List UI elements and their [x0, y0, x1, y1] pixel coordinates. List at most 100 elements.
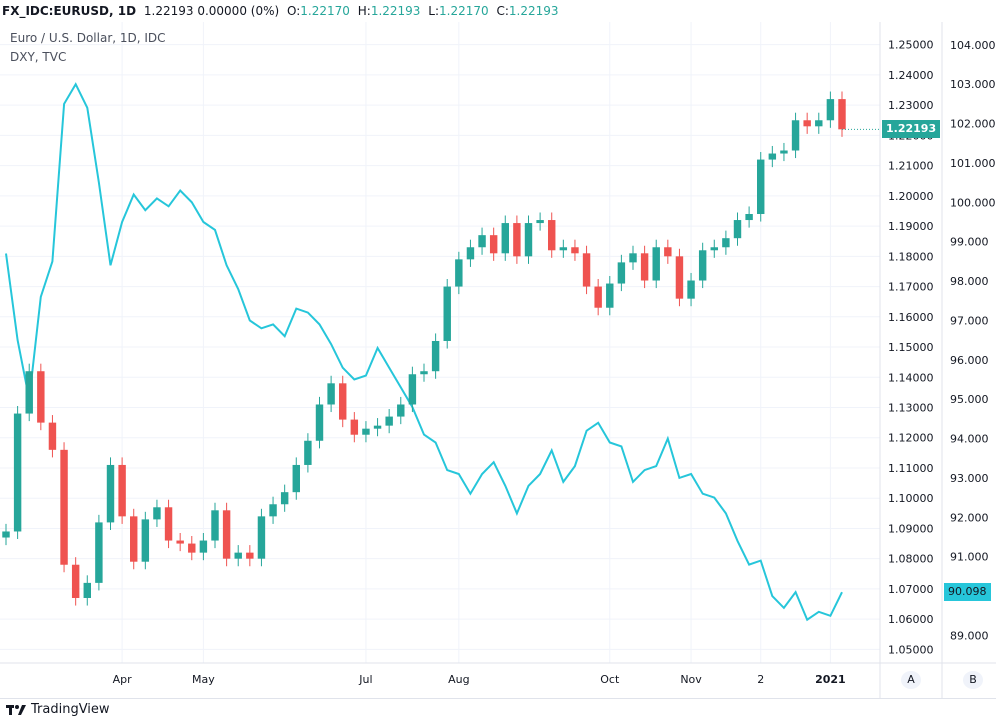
candle — [722, 230, 730, 255]
chart-grid — [0, 22, 880, 663]
candle — [745, 206, 753, 228]
candle-body — [83, 582, 91, 598]
scale-b-button[interactable]: B — [963, 671, 983, 689]
candle — [106, 457, 115, 530]
candle — [838, 91, 846, 137]
candle-body — [280, 492, 289, 505]
candle — [37, 363, 45, 431]
time-tick-label: 2 — [757, 673, 764, 686]
price-tick-label: 1.21000 — [888, 160, 934, 173]
price-tick-label: 1.14000 — [888, 371, 934, 384]
price-tick-label: 1.13000 — [888, 402, 934, 415]
candle-body — [408, 374, 417, 405]
candle — [269, 496, 277, 524]
price-chart[interactable]: 1.250001.240001.230001.220001.210001.200… — [0, 0, 996, 698]
candle-body — [304, 440, 312, 465]
candle-body — [71, 564, 80, 598]
candle — [536, 212, 544, 231]
tradingview-logo-icon — [6, 704, 26, 716]
candle-body — [153, 507, 161, 520]
candle-body — [164, 507, 173, 541]
price-tick-label: 1.16000 — [888, 311, 934, 324]
candle — [524, 215, 533, 264]
candle-body — [13, 413, 22, 532]
candle-body — [815, 120, 823, 127]
candle — [188, 536, 196, 561]
candle-body — [362, 428, 370, 435]
candle-body — [234, 552, 242, 559]
candle-body — [629, 253, 637, 263]
tradingview-logo[interactable]: TradingView — [6, 702, 110, 717]
candle — [489, 227, 498, 261]
candle — [466, 239, 475, 267]
compare-tick-label: 97.000 — [950, 314, 989, 327]
candle — [408, 366, 417, 413]
legend-compare-series[interactable]: DXY, TVC — [10, 50, 67, 64]
candle — [617, 254, 626, 292]
candle-body — [640, 253, 649, 281]
candle — [826, 91, 835, 128]
auto-scale-button[interactable]: A — [901, 671, 921, 689]
compare-tick-label: 89.000 — [950, 629, 989, 642]
price-tick-label: 1.18000 — [888, 250, 934, 263]
candle-body — [188, 543, 196, 553]
candle-body — [466, 247, 475, 260]
price-tick-label: 1.09000 — [888, 522, 934, 535]
candle — [327, 375, 335, 413]
candle — [350, 412, 359, 443]
candle — [675, 248, 684, 307]
candle — [397, 396, 405, 425]
candle — [629, 245, 637, 270]
candle — [815, 112, 823, 134]
candle — [339, 375, 347, 428]
candle — [640, 245, 649, 289]
candle-body — [501, 223, 509, 254]
candle-body — [455, 259, 463, 287]
candle — [211, 502, 219, 549]
ohlc-close: C:1.22193 — [496, 4, 559, 18]
candle-body — [722, 238, 730, 248]
candle — [25, 363, 33, 422]
candle-body — [536, 220, 544, 224]
last-price-tag-dxy: 90.098 — [944, 583, 991, 602]
candle-body — [733, 220, 742, 239]
last-price-tag-eurusd: 1.22193 — [882, 120, 941, 139]
candle — [60, 442, 68, 573]
legend-main-series[interactable]: Euro / U.S. Dollar, 1D, IDC — [10, 31, 166, 45]
candle — [791, 112, 800, 159]
candle — [292, 457, 300, 500]
eurusd-series — [2, 91, 880, 606]
candle — [83, 575, 91, 606]
candle — [548, 212, 556, 258]
symbol-name[interactable]: FX_IDC:EURUSD, 1D — [2, 4, 137, 18]
time-tick-label: Apr — [113, 673, 133, 686]
candle — [2, 523, 10, 546]
candle — [246, 545, 254, 567]
compare-tick-label: 94.000 — [950, 433, 989, 446]
candle — [176, 532, 184, 552]
candle — [234, 545, 242, 567]
candle — [420, 363, 428, 382]
candle — [141, 511, 150, 570]
time-tick-label: May — [192, 673, 215, 686]
compare-tick-label: 104.000 — [950, 39, 996, 52]
candle-body — [582, 253, 591, 287]
candle — [257, 508, 266, 567]
candle-body — [339, 383, 347, 420]
price-tick-label: 1.24000 — [888, 69, 934, 82]
candle-body — [2, 531, 10, 538]
candle-body — [37, 371, 45, 423]
price-tick-label: 1.05000 — [888, 643, 934, 656]
candle-body — [222, 510, 231, 559]
candle-body — [617, 262, 626, 284]
price-tick-label: 1.17000 — [888, 281, 934, 294]
price-tick-label: 1.25000 — [888, 39, 934, 52]
candle-body — [315, 404, 324, 441]
candle-body — [106, 464, 115, 523]
candle-body — [397, 404, 405, 417]
dxy-line — [5, 82, 843, 622]
candle — [443, 279, 451, 349]
candle — [164, 499, 173, 549]
compare-tick-label: 103.000 — [950, 78, 996, 91]
candle-body — [489, 235, 498, 254]
